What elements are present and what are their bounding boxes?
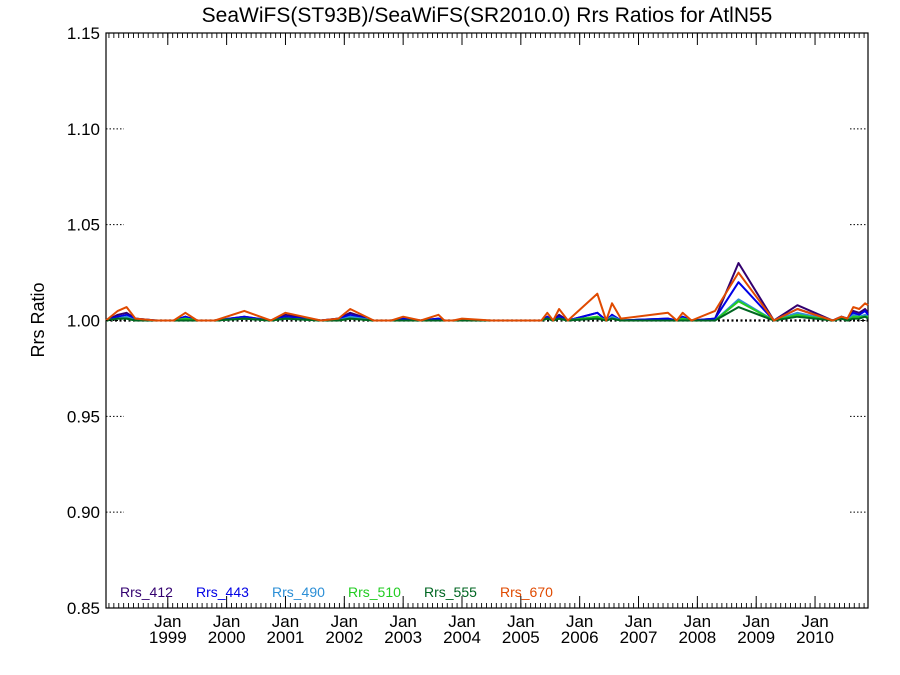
x-tick-label-month: Jan: [448, 612, 475, 631]
x-tick-label-month: Jan: [801, 612, 828, 631]
x-tick-label-year: 1999: [149, 628, 187, 647]
x-tick-label-month: Jan: [213, 612, 240, 631]
series-line-rrs-510: [105, 300, 868, 322]
x-tick-label-year: 2008: [678, 628, 716, 647]
y-tick-label: 0.85: [67, 599, 100, 618]
axes-group: 0.850.900.951.001.051.101.15Jan1999Jan20…: [67, 24, 868, 647]
legend-entry: Rrs_670: [500, 584, 553, 600]
x-tick-label-month: Jan: [566, 612, 593, 631]
x-tick-label-year: 2007: [620, 628, 658, 647]
x-tick-label-month: Jan: [154, 612, 181, 631]
legend-entry: Rrs_412: [120, 584, 173, 600]
legend-entry: Rrs_490: [272, 584, 325, 600]
x-tick-label-month: Jan: [625, 612, 652, 631]
x-tick-label-year: 2009: [737, 628, 775, 647]
y-tick-label: 1.05: [67, 216, 100, 235]
x-tick-label-year: 2001: [267, 628, 305, 647]
x-tick-label-month: Jan: [684, 612, 711, 631]
series-group: [105, 262, 869, 322]
y-tick-label: 1.15: [67, 24, 100, 43]
series-line-rrs-670: [105, 271, 869, 322]
y-tick-label: 1.00: [67, 312, 100, 331]
x-tick-label-month: Jan: [742, 612, 769, 631]
x-tick-label-month: Jan: [272, 612, 299, 631]
x-tick-label-year: 2004: [443, 628, 481, 647]
x-tick-label-year: 2002: [325, 628, 363, 647]
chart-title: SeaWiFS(ST93B)/SeaWiFS(SR2010.0) Rrs Rat…: [202, 4, 773, 27]
legend: Rrs_412 Rrs_443 Rrs_490 Rrs_510 Rrs_555 Rrs_6…: [120, 584, 553, 600]
x-tick-label-year: 2010: [796, 628, 834, 647]
x-tick-label-year: 2005: [502, 628, 540, 647]
y-tick-label: 0.90: [67, 503, 100, 522]
y-axis-label: Rrs Ratio: [28, 282, 48, 357]
legend-entry: Rrs_443: [196, 584, 249, 600]
legend-entry: Rrs_555: [424, 584, 477, 600]
y-tick-label: 1.10: [67, 120, 100, 139]
y-tick-label: 0.95: [67, 407, 100, 426]
x-tick-label-month: Jan: [331, 612, 358, 631]
x-tick-label-month: Jan: [389, 612, 416, 631]
legend-entry: Rrs_510: [348, 584, 401, 600]
x-tick-label-year: 2000: [208, 628, 246, 647]
x-tick-label-year: 2006: [561, 628, 599, 647]
x-tick-label-month: Jan: [507, 612, 534, 631]
x-tick-label-year: 2003: [384, 628, 422, 647]
